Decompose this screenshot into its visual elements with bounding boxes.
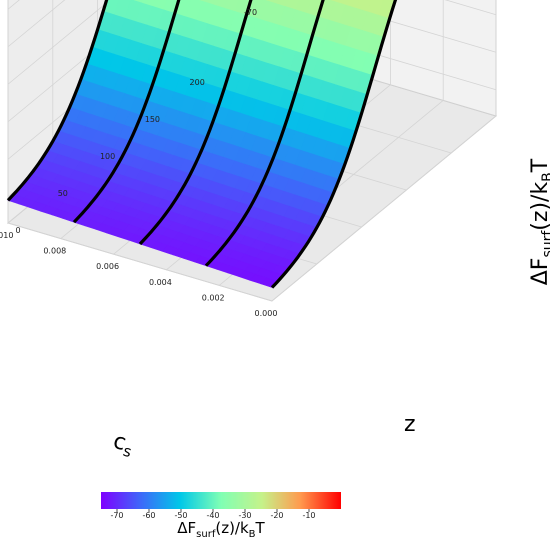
grid-line	[7, 0, 66, 48]
grid-line	[7, 0, 111, 85]
colorbar-tick-label: -10	[302, 511, 315, 520]
curve-cs-0.0025	[204, 0, 325, 267]
y-tick-label: 200	[190, 78, 205, 87]
y-tick-label: 150	[145, 115, 160, 124]
colorbar-tick-label: -40	[206, 511, 219, 520]
x-tick-label: 0.000	[255, 309, 278, 318]
x-tick-label: 0.010	[0, 231, 13, 240]
grid-line	[7, 222, 273, 302]
curve-cs-0	[270, 0, 398, 289]
y-tick-label: 0	[15, 226, 20, 235]
colorbar-label: ΔFsurf(z)/kBT	[177, 519, 265, 538]
y-tick-label: 50	[58, 189, 68, 198]
z-axis-label: ΔFsurf(z)/kBT	[528, 158, 550, 285]
grid-line	[271, 115, 497, 302]
colorbar-tick-label: -70	[110, 511, 123, 520]
colorbar-tick-label: -60	[142, 511, 155, 520]
colorbar-tick-label: -30	[238, 511, 251, 520]
colorbar-tick-label: -50	[174, 511, 187, 520]
x-tick-label: 0.004	[149, 278, 172, 287]
x-tick-label: 0.002	[202, 293, 225, 302]
x-tick-label: 0.006	[96, 262, 119, 271]
curve-cs-0.0075	[72, 0, 181, 224]
curve-cs-0.01	[6, 0, 109, 202]
z-tick-label: -70	[244, 8, 257, 17]
highlighted-curves	[6, 0, 398, 289]
x-axis-label: cs	[110, 429, 137, 461]
colorbar	[101, 492, 341, 509]
y-axis-label: z	[404, 412, 416, 437]
curve-cs-0.005	[138, 0, 253, 246]
y-tick-label: 100	[100, 152, 115, 161]
grid-line	[444, 0, 497, 16]
colorbar-ticks: -70 -60 -50 -40 -30 -20 -10	[110, 509, 316, 520]
x-tick-label: 0.008	[43, 247, 66, 256]
colorbar-tick-label: -20	[270, 511, 283, 520]
